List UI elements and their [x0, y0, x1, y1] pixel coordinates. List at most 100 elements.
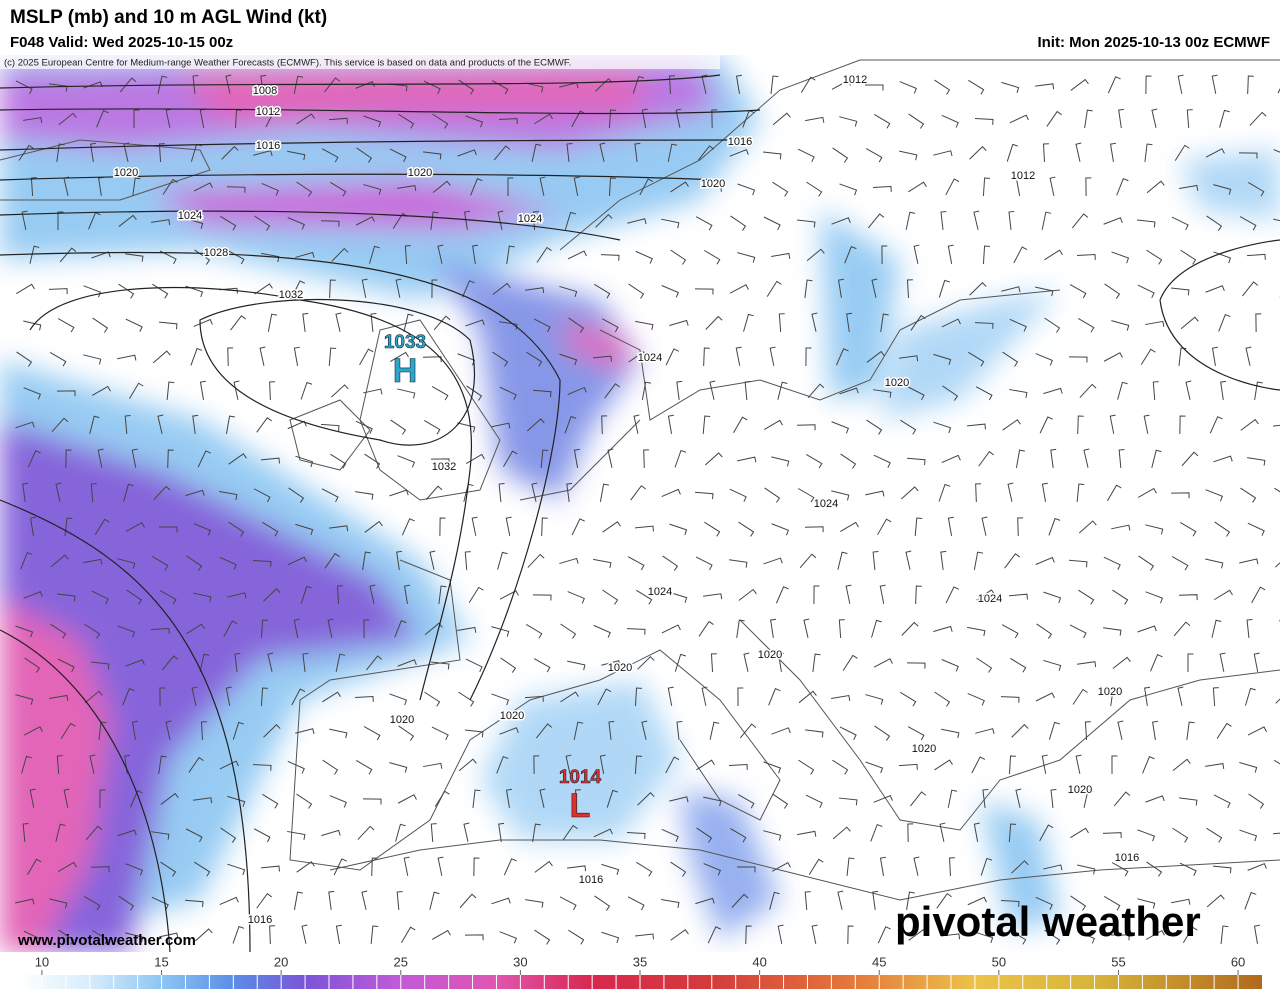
- wind-barb: [89, 754, 96, 774]
- wind-barb: [533, 658, 551, 673]
- wind-barb: [1009, 388, 1028, 398]
- wind-barb: [464, 729, 484, 738]
- wind-barb: [262, 793, 279, 809]
- wind-barb: [729, 488, 747, 502]
- wind-barb: [433, 315, 451, 331]
- wind-barb: [83, 285, 102, 298]
- wind-barb: [573, 721, 584, 740]
- wind-barb: [1103, 896, 1121, 911]
- wind-barb: [1214, 521, 1231, 537]
- wind-barb: [536, 246, 552, 263]
- wind-barb: [949, 857, 955, 877]
- wind-barb: [225, 415, 235, 434]
- wind-barb: [899, 81, 917, 94]
- wind-barb: [429, 891, 440, 910]
- wind-barb: [1044, 249, 1063, 261]
- wind-barb: [499, 931, 518, 944]
- wind-barb: [330, 453, 347, 469]
- wind-barb: [20, 551, 33, 570]
- wind-barb: [252, 764, 272, 771]
- wind-barb: [534, 113, 553, 125]
- wind-barb: [906, 662, 926, 669]
- wind-barb: [199, 380, 206, 400]
- wind-barb: [1111, 755, 1118, 775]
- wind-barb: [704, 521, 721, 537]
- wind-barb: [775, 586, 789, 604]
- wind-barb: [1039, 824, 1054, 842]
- isobar-label: 1024: [638, 352, 662, 364]
- wind-barb: [1240, 418, 1259, 431]
- wind-barb: [335, 924, 342, 944]
- wind-barb: [872, 185, 892, 192]
- wind-barb: [296, 181, 313, 197]
- isobar-label: 1028: [204, 247, 228, 259]
- wind-barb: [566, 142, 573, 163]
- wind-barb: [737, 456, 757, 463]
- coastline: [359, 319, 501, 501]
- wind-barb: [65, 449, 72, 469]
- wind-barb: [947, 516, 954, 536]
- wind-barb: [431, 726, 449, 741]
- wind-barb: [600, 254, 620, 261]
- colorbar-tick-label: 25: [394, 954, 408, 969]
- wind-barb: [370, 313, 377, 333]
- wind-barb: [457, 149, 477, 157]
- wind-barb: [260, 457, 281, 464]
- wind-barb: [370, 925, 379, 945]
- wind-barb: [302, 312, 309, 332]
- wind-barb: [389, 693, 408, 706]
- wind-barb: [228, 521, 245, 537]
- wind-barb: [1137, 898, 1156, 909]
- wind-barb: [1171, 556, 1189, 571]
- wind-barb: [364, 520, 383, 533]
- wind-barb: [1177, 74, 1184, 94]
- wind-barb: [900, 419, 917, 435]
- wind-barb: [696, 759, 715, 771]
- wind-barb: [846, 857, 855, 877]
- wind-barb: [491, 626, 510, 637]
- wind-barb: [324, 77, 341, 93]
- wind-barb: [599, 754, 606, 774]
- wind-barb: [1041, 211, 1052, 230]
- wind-barb: [430, 458, 450, 465]
- wind-barb: [601, 931, 620, 944]
- wind-barb: [296, 113, 315, 125]
- wind-barb: [397, 184, 417, 191]
- wind-barb: [1049, 176, 1056, 196]
- isobar-label: 1024: [178, 210, 202, 222]
- wind-barb: [593, 558, 612, 568]
- wind-barb: [947, 789, 958, 808]
- wind-barb: [91, 930, 109, 945]
- wind-barb: [1173, 621, 1191, 637]
- wind-barb: [396, 891, 403, 911]
- wind-barb: [505, 516, 512, 536]
- wind-barb: [329, 795, 347, 808]
- wind-barb: [832, 759, 849, 775]
- wind-barb: [968, 351, 985, 367]
- wind-barb: [532, 823, 541, 842]
- wind-barb: [22, 823, 29, 843]
- wind-barb: [772, 181, 789, 197]
- wind-barb: [769, 891, 780, 910]
- wind-barb: [941, 454, 961, 464]
- wind-barb: [813, 585, 820, 605]
- wind-barb: [496, 755, 509, 774]
- wind-barb: [574, 789, 581, 809]
- wind-barb: [96, 110, 109, 128]
- wind-barb: [295, 523, 314, 535]
- wind-barb: [151, 219, 171, 226]
- colorbar-segment: [18, 975, 90, 989]
- wind-barb: [1239, 216, 1257, 231]
- wind-barb: [845, 584, 852, 604]
- wind-barb: [1253, 924, 1260, 944]
- wind-barb: [1070, 78, 1089, 91]
- credit-backdrop: [0, 55, 720, 69]
- wind-barb: [191, 686, 198, 706]
- wind-barb: [606, 789, 619, 808]
- wind-barb: [261, 182, 279, 196]
- wind-barb: [571, 110, 586, 128]
- wind-barb: [763, 419, 783, 430]
- wind-barb: [637, 655, 655, 670]
- wind-barb: [730, 215, 747, 231]
- wind-barb: [397, 455, 416, 468]
